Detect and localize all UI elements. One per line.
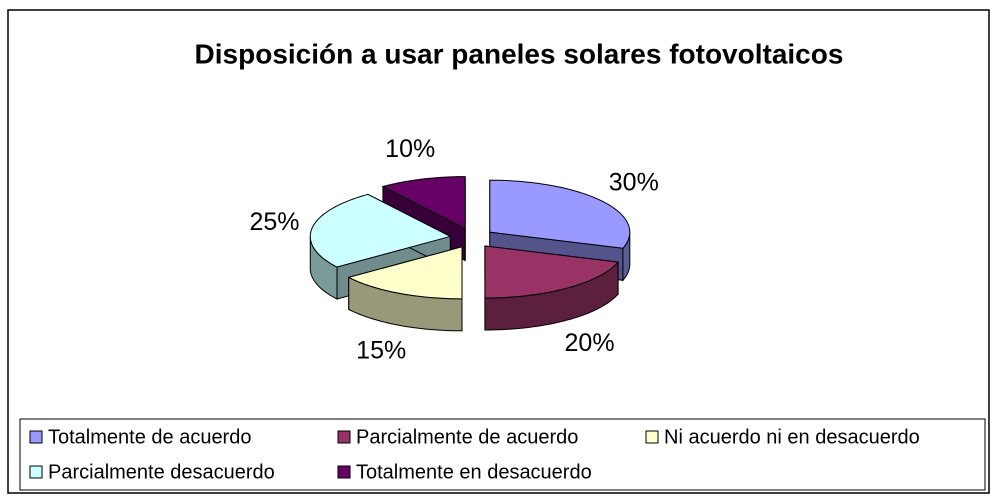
pie: 30% 20% 15% 25% 10%	[249, 135, 658, 364]
pie-slice	[347, 246, 463, 300]
data-label: 10%	[385, 135, 435, 163]
pie-slice	[489, 179, 631, 249]
data-label: 30%	[609, 169, 659, 197]
legend-label: Ni acuerdo ni en desacuerdo	[664, 426, 920, 448]
legend-box	[19, 418, 986, 491]
legend-swatch	[337, 430, 351, 444]
pie-slice	[309, 193, 452, 268]
chart-title: Disposición a usar paneles solares fotov…	[195, 38, 844, 69]
legend-label: Parcialmente de acuerdo	[356, 426, 578, 448]
legend-label: Totalmente de acuerdo	[48, 426, 251, 448]
pie-slice	[484, 245, 620, 299]
legend: Totalmente de acuerdo Parcialmente de acu…	[29, 426, 920, 483]
legend-label: Totalmente en desacuerdo	[356, 461, 592, 483]
data-label: 15%	[356, 336, 406, 364]
legend-swatch	[645, 430, 659, 444]
legend-swatch	[29, 465, 43, 479]
legend-swatch	[29, 430, 43, 444]
data-label: 25%	[249, 208, 299, 236]
legend-swatch	[337, 465, 351, 479]
legend-label: Parcialmente desacuerdo	[48, 461, 275, 483]
pie-slice	[381, 176, 466, 230]
data-label: 20%	[565, 329, 615, 357]
